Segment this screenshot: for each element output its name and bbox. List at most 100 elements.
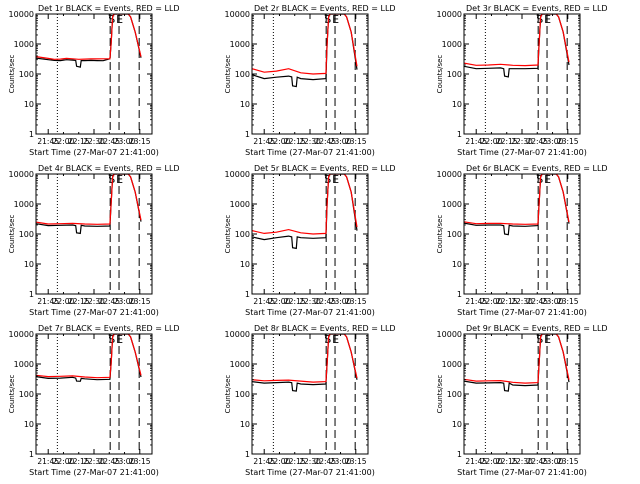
x-tick-label: 22:45 bbox=[314, 297, 336, 306]
marker-s: S bbox=[536, 13, 543, 26]
x-tick-label: 22:30 bbox=[299, 457, 321, 466]
y-tick-label: 10000 bbox=[9, 170, 34, 179]
x-tick-label: 23:15 bbox=[557, 297, 579, 306]
marker-e: E bbox=[544, 333, 551, 346]
y-tick-label: 100 bbox=[235, 230, 250, 239]
y-tick-label: 10 bbox=[24, 100, 34, 109]
y-tick-label: 10 bbox=[24, 260, 34, 269]
x-tick-label: 22:00 bbox=[53, 457, 75, 466]
x-tick-label: 22:00 bbox=[53, 137, 75, 146]
marker-e: E bbox=[544, 13, 551, 26]
x-tick-label: 22:30 bbox=[83, 457, 105, 466]
y-tick-label: 100 bbox=[235, 70, 250, 79]
x-tick-label: 23:15 bbox=[345, 457, 367, 466]
x-tick-label: 22:00 bbox=[481, 297, 503, 306]
x-tick-label: 22:15 bbox=[284, 297, 306, 306]
x-tick-label: 22:00 bbox=[269, 297, 291, 306]
x-tick-label: 23:15 bbox=[345, 137, 367, 146]
y-tick-label: 10 bbox=[452, 100, 462, 109]
x-axis-label: Start Time (27-Mar-07 21:41:00) bbox=[29, 148, 159, 157]
x-axis-label: Start Time (27-Mar-07 21:41:00) bbox=[457, 308, 587, 317]
y-tick-label: 1000 bbox=[442, 200, 462, 209]
x-tick-label: 22:15 bbox=[68, 137, 90, 146]
x-tick-label: 22:15 bbox=[68, 457, 90, 466]
panel-title: Det 8r BLACK = Events, RED = LLD bbox=[254, 324, 396, 333]
y-tick-label: 100 bbox=[19, 230, 34, 239]
x-tick-label: 22:00 bbox=[481, 137, 503, 146]
x-axis-label: Start Time (27-Mar-07 21:41:00) bbox=[245, 148, 375, 157]
series-lld bbox=[252, 174, 358, 235]
y-tick-label: 10000 bbox=[225, 10, 250, 19]
y-tick-label: 10 bbox=[452, 260, 462, 269]
y-tick-label: 100 bbox=[447, 390, 462, 399]
marker-e: E bbox=[332, 333, 339, 346]
panel-title: Det 5r BLACK = Events, RED = LLD bbox=[254, 164, 396, 173]
x-tick-label: 21:45 bbox=[37, 137, 59, 146]
y-tick-label: 1000 bbox=[230, 360, 250, 369]
x-tick-label: 23:00 bbox=[114, 297, 136, 306]
panel-title: Det 7r BLACK = Events, RED = LLD bbox=[38, 324, 180, 333]
y-tick-label: 100 bbox=[235, 390, 250, 399]
x-tick-label: 22:00 bbox=[53, 297, 75, 306]
series-events bbox=[252, 14, 358, 88]
x-tick-label: 23:15 bbox=[345, 297, 367, 306]
x-tick-label: 22:15 bbox=[496, 457, 518, 466]
y-axis-label: Counts/sec bbox=[436, 55, 444, 94]
marker-s: S bbox=[536, 333, 543, 346]
x-tick-label: 22:30 bbox=[511, 297, 533, 306]
x-tick-label: 22:45 bbox=[314, 457, 336, 466]
y-axis-label: Counts/sec bbox=[224, 215, 232, 254]
y-tick-label: 10 bbox=[240, 420, 250, 429]
series-lld bbox=[36, 174, 142, 225]
x-tick-label: 22:45 bbox=[314, 137, 336, 146]
series-events bbox=[36, 14, 142, 68]
x-tick-label: 21:45 bbox=[465, 457, 487, 466]
x-axis-label: Start Time (27-Mar-07 21:41:00) bbox=[245, 468, 375, 477]
y-tick-label: 1 bbox=[457, 130, 462, 139]
x-tick-label: 23:00 bbox=[330, 457, 352, 466]
y-axis-label: Counts/sec bbox=[8, 215, 16, 254]
x-tick-label: 22:30 bbox=[511, 457, 533, 466]
y-tick-label: 1000 bbox=[14, 200, 34, 209]
x-tick-label: 21:45 bbox=[253, 457, 275, 466]
x-tick-label: 22:30 bbox=[299, 297, 321, 306]
panel-title: Det 6r BLACK = Events, RED = LLD bbox=[466, 164, 608, 173]
y-tick-label: 10000 bbox=[225, 170, 250, 179]
panel-title: Det 3r BLACK = Events, RED = LLD bbox=[466, 4, 608, 13]
y-axis-label: Counts/sec bbox=[8, 55, 16, 94]
x-tick-label: 21:45 bbox=[37, 457, 59, 466]
y-axis-label: Counts/sec bbox=[224, 55, 232, 94]
x-tick-label: 23:15 bbox=[129, 297, 151, 306]
x-axis-label: Start Time (27-Mar-07 21:41:00) bbox=[457, 148, 587, 157]
x-tick-label: 23:15 bbox=[557, 457, 579, 466]
series-events bbox=[252, 334, 358, 392]
series-lld bbox=[464, 14, 570, 67]
y-tick-label: 10000 bbox=[437, 170, 462, 179]
marker-e: E bbox=[116, 333, 123, 346]
x-tick-label: 22:30 bbox=[511, 137, 533, 146]
x-tick-label: 22:15 bbox=[496, 137, 518, 146]
y-tick-label: 1 bbox=[457, 290, 462, 299]
series-lld bbox=[252, 334, 358, 383]
x-tick-label: 22:45 bbox=[526, 297, 548, 306]
series-events bbox=[464, 174, 570, 236]
series-lld bbox=[36, 334, 142, 379]
y-axis-label: Counts/sec bbox=[436, 215, 444, 254]
y-tick-label: 100 bbox=[19, 390, 34, 399]
y-axis-label: Counts/sec bbox=[224, 375, 232, 414]
y-axis-label: Counts/sec bbox=[436, 375, 444, 414]
y-tick-label: 100 bbox=[447, 230, 462, 239]
marker-s: S bbox=[324, 333, 331, 346]
y-tick-label: 10000 bbox=[437, 330, 462, 339]
x-tick-label: 21:45 bbox=[465, 137, 487, 146]
x-tick-label: 21:45 bbox=[37, 297, 59, 306]
x-tick-label: 23:00 bbox=[114, 457, 136, 466]
x-tick-label: 23:00 bbox=[114, 137, 136, 146]
